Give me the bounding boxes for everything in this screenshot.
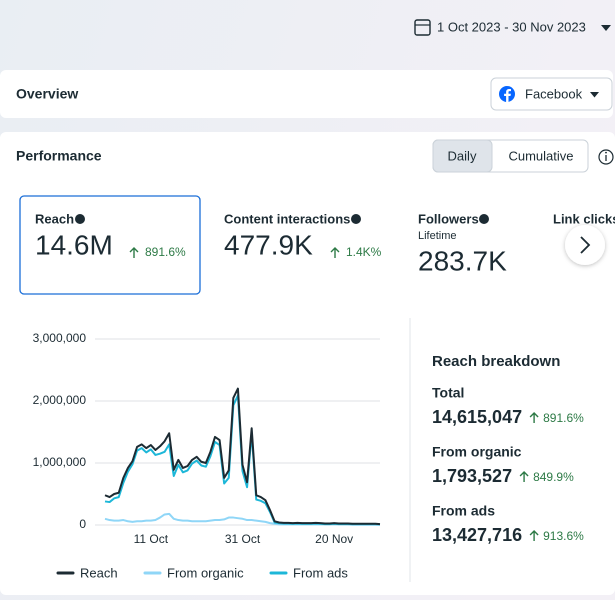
date-range: 1 Oct 2023 - 30 Nov 2023 <box>437 19 586 34</box>
next-button[interactable] <box>565 225 605 265</box>
y-tick-label: 3,000,000 <box>33 331 87 345</box>
metric-sublabel: Lifetime <box>418 230 457 242</box>
platform-select[interactable]: Facebook <box>490 77 613 111</box>
chart: 0 1,000,000 2,000,000 3,000,000 11 Oct 31 Oct… <box>33 331 381 580</box>
breakdown-change: 913.6% <box>543 529 584 543</box>
metric-change: 1.4K% <box>346 245 382 259</box>
performance-title: Performance <box>16 148 102 164</box>
info-icon <box>479 214 489 224</box>
info-icon-dot <box>605 151 607 154</box>
metric-value: 283.7K <box>418 245 507 276</box>
legend-label: From organic <box>167 565 244 580</box>
platform-name: Facebook <box>525 86 583 101</box>
breakdown-title: Reach breakdown <box>432 353 560 370</box>
info-icon[interactable] <box>598 149 614 165</box>
date-picker[interactable]: 1 Oct 2023 - 30 Nov 2023 <box>414 19 611 36</box>
breakdown-label: Total <box>432 385 464 401</box>
legend-label: From ads <box>293 565 348 580</box>
up-arrow <box>330 247 340 258</box>
dropdown-caret <box>590 92 599 98</box>
up-arrow <box>519 471 529 482</box>
y-tick-label: 2,000,000 <box>33 393 87 407</box>
breakdown: Total 14,615,047 891.6% From organic 1,793,5… <box>432 385 584 545</box>
breakdown-label: From ads <box>432 503 495 519</box>
breakdown-value: 1,793,527 <box>432 466 512 486</box>
info-icon <box>75 214 85 224</box>
overview-card <box>0 70 613 118</box>
breakdown-label: From organic <box>432 444 522 460</box>
metric-card-selected[interactable] <box>19 195 201 295</box>
metric-label: Reach <box>35 211 74 226</box>
metric-label: Link clicks <box>553 211 615 226</box>
y-tick-label: 0 <box>79 517 86 531</box>
tab-cumulative[interactable]: Cumulative <box>508 148 573 163</box>
metric-value: 477.9K <box>224 229 313 260</box>
tab-daily[interactable]: Daily <box>448 148 477 163</box>
metric-label: Content interactions <box>224 211 350 226</box>
x-tick-label: 20 Nov <box>315 532 353 546</box>
platform-box <box>490 77 613 111</box>
metric-label: Followers <box>418 211 479 226</box>
chevron <box>580 236 591 254</box>
overview-title: Overview <box>16 86 78 102</box>
tab-daily-bg[interactable] <box>432 139 493 173</box>
calendar-icon <box>414 19 431 36</box>
up-arrow <box>129 247 139 258</box>
facebook-f <box>504 89 511 102</box>
up-arrow <box>529 530 539 541</box>
series-line <box>104 387 381 526</box>
breakdown-value: 13,427,716 <box>432 525 522 545</box>
metric-value: 14.6M <box>35 229 113 260</box>
dropdown-caret <box>601 25 611 31</box>
up-arrow <box>529 412 539 423</box>
breakdown-value: 14,615,047 <box>432 407 522 427</box>
y-tick-label: 1,000,000 <box>33 455 87 469</box>
metric-change: 891.6% <box>145 245 186 259</box>
legend-label: Reach <box>80 565 118 580</box>
breakdown-change: 891.6% <box>543 411 584 425</box>
breakdown-change: 849.9% <box>533 470 574 484</box>
x-tick-label: 31 Oct <box>225 532 261 546</box>
info-icon <box>351 214 361 224</box>
x-tick-label: 11 Oct <box>134 532 169 546</box>
